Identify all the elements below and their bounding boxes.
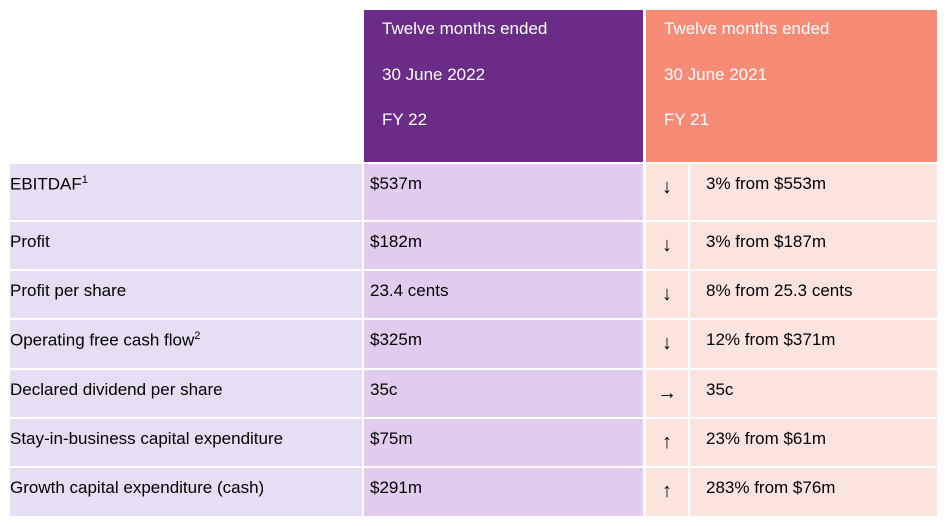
table-row: Stay-in-business capital expenditure $75m… [0, 419, 948, 466]
fy21-comparison-text: 3% from $553m [706, 174, 826, 193]
fy22-value-text: $75m [370, 429, 413, 448]
fy21-comparison: 283% from $76m [690, 468, 937, 516]
row-label-wrap: Profit [10, 232, 50, 252]
footnote-marker: 1 [81, 174, 88, 186]
fy21-comparison-text: 3% from $187m [706, 232, 826, 251]
fy21-comparison-text: 283% from $76m [706, 478, 836, 497]
row-label-text: Profit [10, 232, 50, 251]
fy21-comparison: 12% from $371m [690, 320, 937, 368]
fy22-value: 35c [364, 370, 643, 417]
row-label-wrap: EBITDAF1 [10, 174, 88, 195]
header-fy22: Twelve months ended 30 June 2022 FY 22 [364, 10, 643, 156]
footnote-marker: 2 [194, 330, 201, 342]
fy21-comparison-text: 12% from $371m [706, 330, 836, 349]
fy22-value: $291m [364, 468, 643, 516]
fy21-comparison: 8% from 25.3 cents [690, 271, 937, 318]
trend-arrow-icon-text: → [657, 382, 677, 404]
trend-arrow-icon: ↓ [646, 320, 688, 368]
table-row: Declared dividend per share 35c → 35c [0, 370, 948, 417]
header-fy21-label: FY 21 [664, 110, 710, 129]
row-label: Operating free cash flow2 [10, 320, 362, 368]
header-fy21-date: 30 June 2021 [664, 65, 768, 84]
fy21-comparison-text: 35c [706, 380, 734, 399]
header-fy22-line1: Twelve months ended [382, 19, 548, 38]
table-row: Profit $182m ↓ 3% from $187m [0, 222, 948, 269]
header-fy21: Twelve months ended 30 June 2021 FY 21 [646, 10, 937, 156]
header-fy22-band [364, 156, 643, 162]
header-fy21-band [646, 156, 937, 162]
row-label-wrap: Growth capital expenditure (cash) [10, 478, 264, 498]
header-fy22-label: FY 22 [382, 110, 428, 129]
row-label-text: Growth capital expenditure (cash) [10, 478, 265, 497]
row-label-wrap: Stay-in-business capital expenditure [10, 429, 283, 449]
trend-arrow-icon: ↑ [646, 468, 688, 516]
row-label: Declared dividend per share [10, 370, 362, 417]
table-row: Operating free cash flow2 $325m ↓ 12% from … [0, 320, 948, 368]
fy21-comparison-text: 8% from 25.3 cents [706, 281, 853, 300]
trend-arrow-icon-text: ↑ [662, 431, 672, 453]
row-label-text: Profit per share [10, 281, 127, 300]
trend-arrow-icon: → [646, 370, 688, 417]
row-label: Profit per share [10, 271, 362, 318]
fy22-value-text: 35c [370, 380, 398, 399]
fy21-comparison: 3% from $187m [690, 222, 937, 269]
row-label: Stay-in-business capital expenditure [10, 419, 362, 466]
row-label-wrap: Profit per share [10, 281, 126, 301]
fy21-comparison: 35c [690, 370, 937, 417]
fy22-value-text: 23.4 cents [370, 281, 449, 300]
row-label-wrap: Declared dividend per share [10, 380, 223, 400]
fy22-value-text: $325m [370, 330, 422, 349]
header-fy22-date: 30 June 2022 [382, 65, 486, 84]
row-label-text: Stay-in-business capital expenditure [10, 429, 284, 448]
fy22-value: $75m [364, 419, 643, 466]
fy22-value: 23.4 cents [364, 271, 643, 318]
trend-arrow-icon-text: ↑ [662, 480, 672, 502]
fy22-value: $325m [364, 320, 643, 368]
row-label-wrap: Operating free cash flow2 [10, 330, 200, 351]
trend-arrow-icon-text: ↓ [662, 332, 672, 354]
fy22-value-text: $291m [370, 478, 422, 497]
row-label: Profit [10, 222, 362, 269]
header-fy21-line1: Twelve months ended [664, 19, 830, 38]
fy22-value-text: $182m [370, 232, 422, 251]
fy22-value: $537m [364, 164, 643, 220]
row-label: EBITDAF1 [10, 164, 362, 220]
trend-arrow-icon: ↓ [646, 222, 688, 269]
table-row: EBITDAF1 $537m ↓ 3% from $553m [0, 164, 948, 220]
row-label-text: Declared dividend per share [10, 380, 223, 399]
row-label-text: Operating free cash flow [10, 330, 195, 350]
trend-arrow-icon-text: ↓ [662, 176, 672, 198]
row-label: Growth capital expenditure (cash) [10, 468, 362, 516]
table-row: Profit per share 23.4 cents ↓ 8% from 25.3 … [0, 271, 948, 318]
fy21-comparison: 3% from $553m [690, 164, 937, 220]
fy21-comparison: 23% from $61m [690, 419, 937, 466]
trend-arrow-icon-text: ↓ [662, 234, 672, 256]
trend-arrow-icon-text: ↓ [662, 283, 672, 305]
fy22-value: $182m [364, 222, 643, 269]
fy22-value-text: $537m [370, 174, 422, 193]
trend-arrow-icon: ↓ [646, 164, 688, 220]
table-row: Growth capital expenditure (cash) $291m ↑ 2… [0, 468, 948, 516]
row-label-text: EBITDAF [10, 174, 82, 194]
fy21-comparison-text: 23% from $61m [706, 429, 826, 448]
trend-arrow-icon: ↓ [646, 271, 688, 318]
trend-arrow-icon: ↑ [646, 419, 688, 466]
